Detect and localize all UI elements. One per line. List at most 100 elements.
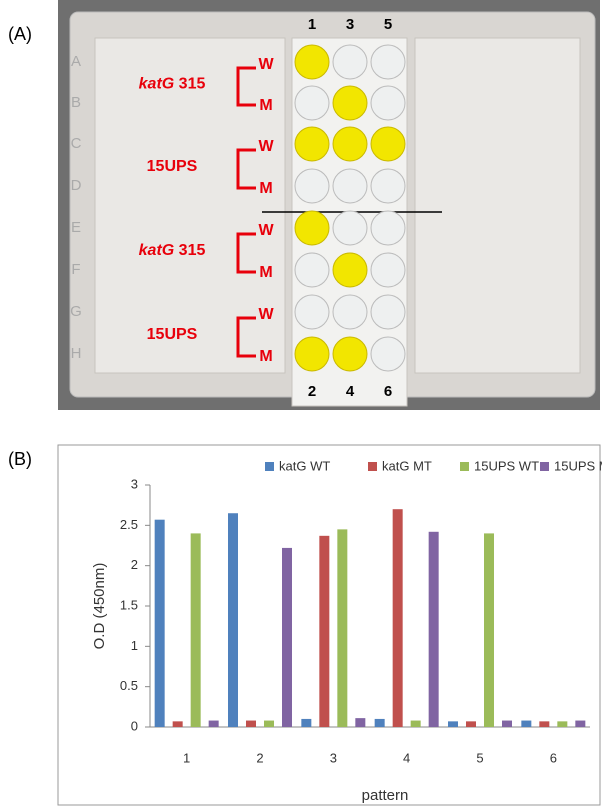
well: [294, 168, 330, 204]
well: [332, 126, 368, 162]
bar: [410, 720, 421, 727]
bar: [172, 721, 183, 727]
well-type: W: [258, 56, 274, 73]
well: [370, 168, 406, 204]
column-label: 1: [308, 16, 316, 33]
well: [294, 252, 330, 288]
legend-label: katG WT: [279, 458, 330, 473]
row-letter: A: [71, 53, 81, 70]
row-letter: F: [71, 261, 80, 278]
well: [370, 210, 406, 246]
bar: [502, 720, 512, 727]
bar: [557, 721, 568, 727]
y-tick-label: 1.5: [120, 597, 138, 612]
legend-label: katG MT: [382, 458, 432, 473]
legend-swatch: [540, 462, 549, 471]
well-type: W: [258, 138, 274, 155]
bar: [466, 721, 476, 727]
bracket: [236, 316, 256, 358]
bar: [374, 718, 385, 727]
well: [332, 210, 368, 246]
bar: [301, 718, 312, 727]
well: [294, 294, 330, 330]
group-gene: katG: [139, 242, 175, 259]
legend-swatch: [460, 462, 469, 471]
x-axis-label: pattern: [362, 787, 409, 804]
legend-label: 15UPS MT: [554, 458, 602, 473]
bar: [319, 535, 330, 727]
well: [332, 336, 368, 372]
well: [370, 85, 406, 121]
group-text: 15UPS: [147, 158, 198, 175]
well-type: M: [259, 180, 272, 197]
bar: [355, 718, 366, 727]
x-tick-label: 6: [550, 750, 557, 765]
bracket: [236, 148, 256, 190]
column-label: 5: [384, 16, 392, 33]
group-text: 315: [174, 76, 205, 93]
well: [294, 126, 330, 162]
row-letter: G: [70, 303, 82, 320]
bar: [337, 529, 348, 727]
x-tick-label: 5: [476, 750, 483, 765]
well: [370, 44, 406, 80]
group-label: 15UPS: [147, 158, 198, 175]
bar: [190, 533, 201, 727]
bar: [484, 533, 494, 727]
well-type: M: [259, 348, 272, 365]
x-tick-label: 4: [403, 750, 410, 765]
bracket: [236, 232, 256, 274]
bar: [521, 720, 532, 727]
well: [370, 294, 406, 330]
bar: [575, 720, 586, 727]
x-tick-label: 2: [256, 750, 263, 765]
bar: [228, 513, 238, 727]
well: [294, 85, 330, 121]
column-label: 2: [308, 383, 316, 400]
well: [370, 126, 406, 162]
row-letter: D: [71, 177, 82, 194]
panel-b: 0 0.5 1 1.5 2 2.5 3 1 2 3 4 5 6 katG WT katG MT 15UPS W…: [120, 458, 602, 765]
well: [332, 294, 368, 330]
well: [332, 252, 368, 288]
bar: [392, 509, 403, 727]
bar: [264, 720, 274, 727]
row-letter: E: [71, 219, 81, 236]
panel-label: (B): [8, 449, 32, 469]
well: [370, 252, 406, 288]
row-letter: C: [71, 135, 82, 152]
well: [332, 85, 368, 121]
group-gene: katG: [139, 76, 175, 93]
plate-frame: [414, 37, 581, 374]
y-tick-label: 0: [131, 718, 138, 733]
well: [370, 336, 406, 372]
x-tick-label: 3: [330, 750, 337, 765]
legend-label: 15UPS WT: [474, 458, 539, 473]
column-label: 4: [346, 383, 355, 400]
well: [332, 168, 368, 204]
y-tick-label: 1: [131, 638, 138, 653]
group-label: 15UPS: [147, 326, 198, 343]
group-label: katG 315: [139, 76, 206, 93]
y-tick-label: 2: [131, 557, 138, 572]
group-label: katG 315: [139, 242, 206, 259]
bar: [282, 547, 292, 727]
well-type: M: [259, 264, 272, 281]
legend-swatch: [368, 462, 377, 471]
bar: [428, 531, 439, 727]
bracket: [236, 66, 256, 107]
y-tick-label: 3: [131, 476, 138, 491]
legend-swatch: [265, 462, 274, 471]
group-text: 315: [174, 242, 205, 259]
y-axis-label: O.D (450nm): [91, 563, 108, 650]
bar: [154, 519, 165, 727]
well: [294, 210, 330, 246]
well-type: W: [258, 306, 274, 323]
y-tick-label: 2.5: [120, 517, 138, 532]
row-letter: H: [71, 345, 82, 362]
bar: [448, 721, 458, 727]
well-type: W: [258, 222, 274, 239]
group-text: 15UPS: [147, 326, 198, 343]
bar: [539, 721, 550, 727]
